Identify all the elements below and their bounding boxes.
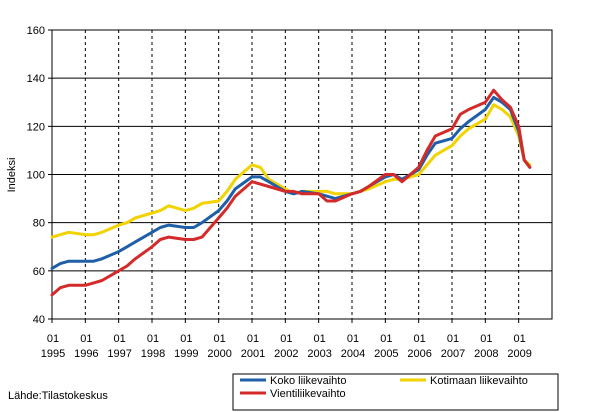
x-tick-month: 01: [147, 333, 159, 345]
x-tick-month: 01: [480, 333, 492, 345]
x-tick-year: 2001: [241, 348, 265, 360]
series-line-vientiliikevaihto: [50, 88, 532, 297]
x-tick-month: 01: [214, 333, 226, 345]
x-tick-year: 1999: [174, 348, 198, 360]
legend-label: Koko liikevaihto: [270, 375, 346, 387]
x-tick-month: 01: [514, 333, 526, 345]
series-layer: [50, 88, 532, 297]
x-tick-month: 01: [380, 333, 392, 345]
horizontal-gridlines: [52, 77, 552, 272]
x-tick-month: 01: [347, 333, 359, 345]
y-tick-label: 60: [33, 266, 45, 278]
x-tick-year: 1995: [41, 348, 65, 360]
y-axis-label: Indeksi: [6, 158, 18, 193]
x-tick-month: 01: [280, 333, 292, 345]
x-tick-year: 2005: [374, 348, 398, 360]
x-tick-year: 2007: [441, 348, 465, 360]
x-tick-year: 2003: [307, 348, 331, 360]
x-tick-month: 01: [314, 333, 326, 345]
x-tick-year: 1997: [107, 348, 131, 360]
y-tick-label: 120: [27, 121, 45, 133]
x-tick-month: 01: [80, 333, 92, 345]
y-tick-label: 80: [33, 218, 45, 230]
x-tick-year: 2004: [341, 348, 365, 360]
x-tick-year: 2006: [407, 348, 431, 360]
x-tick-year: 1998: [141, 348, 165, 360]
y-tick-label: 160: [27, 25, 45, 37]
x-axis: 01 1995 01 1996 01 1997 01 1998 01 1999 01 2000 01 20…: [41, 319, 532, 360]
x-tick-year: 2002: [274, 348, 298, 360]
x-tick-month: 01: [247, 333, 259, 345]
y-tick-label: 140: [27, 73, 45, 85]
y-tick-label: 40: [33, 314, 45, 326]
x-tick-year: 2009: [507, 348, 531, 360]
x-tick-year: 2000: [207, 348, 231, 360]
y-axis: 40 60 80 100 120 140 160: [27, 25, 52, 326]
x-tick-month: 01: [414, 333, 426, 345]
legend-label: Vientiliikevaihto: [270, 388, 346, 400]
x-tick-month: 01: [114, 333, 126, 345]
legend-box: [232, 373, 559, 411]
legend-label: Kotimaan liikevaihto: [430, 375, 528, 387]
source-note: Lähde:Tilastokeskus: [8, 390, 108, 402]
x-tick-year: 1996: [74, 348, 98, 360]
x-tick-month: 01: [47, 333, 59, 345]
x-tick-year: 2008: [474, 348, 498, 360]
x-tick-month: 01: [447, 333, 459, 345]
x-tick-month: 01: [180, 333, 192, 345]
y-tick-label: 100: [27, 170, 45, 182]
